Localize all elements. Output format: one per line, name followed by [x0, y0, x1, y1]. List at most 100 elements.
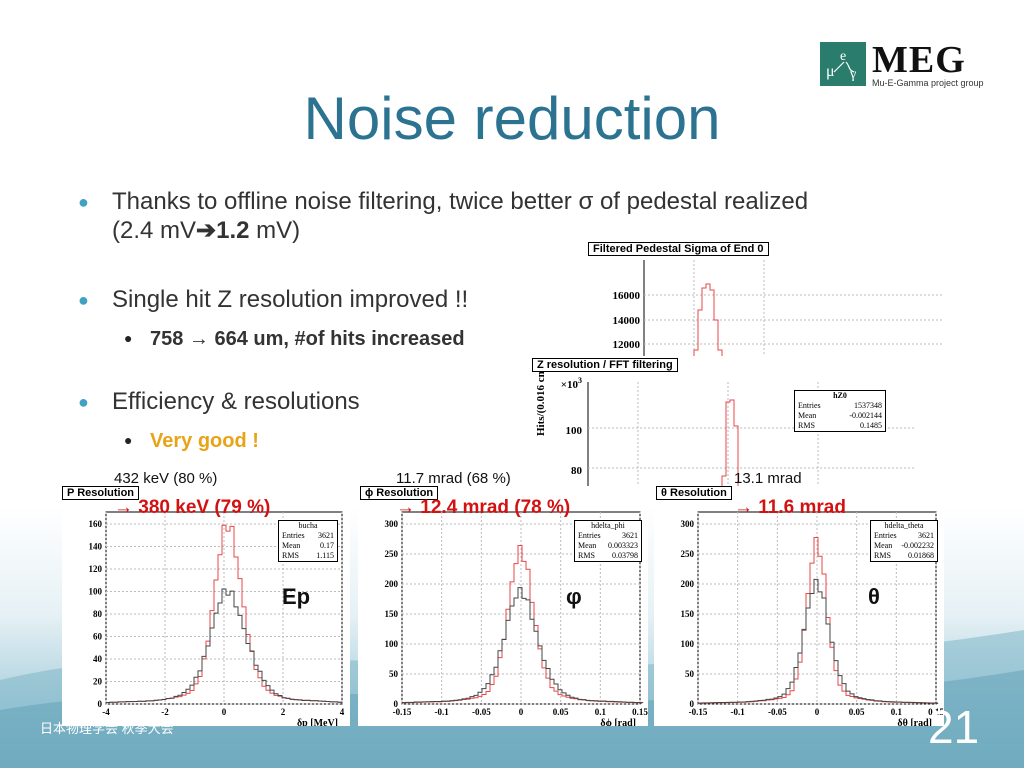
p-ytick: 100 [89, 587, 103, 597]
phi-xtick: 0.1 [595, 707, 607, 717]
stats-row: Mean 0.003323 [578, 541, 638, 550]
p-ytick: 140 [89, 542, 103, 552]
phi-ytick: 0 [394, 699, 399, 709]
phi-ytick: 300 [385, 519, 399, 529]
slide-title: Noise reduction [303, 85, 721, 152]
stats-row: Entries 1537348 [798, 401, 882, 410]
phi-ytick: 50 [389, 669, 399, 679]
theta-label-after: → 11.6 mrad [734, 497, 846, 518]
p-label-after: → 380 keV (79 %) [114, 497, 271, 518]
phi-ytick: 150 [385, 609, 399, 619]
stats-name: hZ0 [833, 391, 847, 400]
logo-glyph-gamma: γ [849, 67, 856, 82]
meg-logo: μ e γ MEG Mu-E-Gamma project group [820, 39, 984, 88]
stats-row: Entries 3621 [282, 531, 334, 540]
p-resolution-title: P Resolution [62, 486, 140, 500]
theta-xtick: -0.15 [689, 707, 708, 717]
sub-bullet-very-good: ● Very good ! [124, 430, 259, 452]
bullet-text: Single hit Z resolution improved !! [112, 286, 469, 313]
page-number: 21 [928, 701, 980, 753]
sub-bullet-hits: ● 758 → 664 um, #of hits increased [124, 328, 465, 350]
p-ytick: 160 [89, 519, 103, 529]
theta-xtick: 0.15 [928, 707, 944, 717]
z-histogram [721, 399, 739, 486]
p-ytick: 20 [93, 677, 103, 687]
p-label-before: 432 keV (80 %) [114, 470, 218, 487]
z-resolution-plot: ×103 100 80 Hits/(0.016 cm) [522, 356, 916, 486]
bullet-text: Thanks to offline noise filtering, twice… [112, 188, 809, 215]
bullet-text: Efficiency & resolutions [112, 388, 360, 415]
p-ytick: 80 [93, 609, 103, 619]
theta-ytick: 150 [681, 609, 695, 619]
stats-row: Mean -0.002232 [874, 541, 934, 550]
stats-name: hdelta_theta [884, 521, 924, 530]
theta-hist-filtered [697, 537, 939, 705]
p-xlabel: δp [MeV] [297, 718, 338, 726]
theta-resolution-title: θ Resolution [656, 486, 732, 500]
z-ytick: 80 [571, 465, 583, 477]
theta-xtick: 0 [815, 707, 820, 717]
p-stats-box: bucha Entries 3621 Mean 0.17 RMS 1.115 [278, 520, 338, 562]
sub-bullet-dot-icon: ● [124, 432, 133, 448]
p-xtick: -4 [102, 707, 110, 717]
theta-ytick: 100 [681, 639, 695, 649]
phi-xtick: -0.1 [435, 707, 450, 717]
pedestal-ytick: 16000 [613, 290, 641, 302]
z-exponent: ×103 [561, 376, 582, 391]
phi-xtick: 0.15 [632, 707, 648, 717]
logo-emblem: μ e γ [820, 42, 866, 86]
stats-row: Entries 3621 [578, 531, 638, 540]
z-stats-box: hZ0 Entries 1537348 Mean -0.002144 RMS 0.14… [794, 390, 886, 432]
z-ylabel: Hits/(0.016 cm) [535, 364, 547, 436]
phi-hist-filtered [401, 545, 644, 705]
logo-glyph-mu: μ [826, 63, 835, 80]
phi-ytick: 100 [385, 639, 399, 649]
logo-glyph-e: e [840, 49, 846, 64]
p-xtick: -2 [161, 707, 169, 717]
stats-name: bucha [298, 521, 318, 530]
bullet-dot-icon: ● [78, 192, 89, 212]
footer-text: 日本物理学会 秋季大会 [40, 721, 174, 736]
bullet-dot-icon: ● [78, 392, 89, 412]
p-xtick: 4 [340, 707, 345, 717]
p-symbol: Ep [282, 584, 311, 609]
p-ytick: 60 [93, 632, 103, 642]
theta-xlabel: δθ [rad] [897, 718, 932, 726]
theta-label-before: 13.1 mrad [734, 470, 802, 487]
pedestal-ytick: 12000 [613, 339, 641, 351]
phi-symbol: φ [566, 584, 582, 609]
theta-ytick: 200 [681, 579, 695, 589]
stats-row: Mean 0.17 [282, 541, 334, 550]
logo-text: MEG [872, 39, 966, 81]
phi-label-after: → 12.4 mrad (78 %) [396, 497, 571, 518]
stats-row: RMS 1.115 [282, 551, 334, 560]
theta-symbol: θ [868, 584, 880, 609]
phi-stats-box: hdelta_phi Entries 3621 Mean 0.003323 RMS 0… [574, 520, 642, 562]
z-ytick: 100 [566, 425, 583, 437]
logo-subtitle: Mu-E-Gamma project group [872, 78, 984, 88]
bullet-z-resolution: ● Single hit Z resolution improved !! [78, 286, 469, 314]
bullet-dot-icon: ● [78, 290, 89, 310]
pedestal-plot-title: Filtered Pedestal Sigma of End 0 [588, 242, 769, 256]
theta-ytick: 300 [681, 519, 695, 529]
theta-ytick: 50 [685, 669, 695, 679]
stats-row: Entries 3621 [874, 531, 934, 540]
phi-label-before: 11.7 mrad (68 %) [396, 470, 511, 487]
theta-xtick: -0.1 [731, 707, 746, 717]
p-ytick: 0 [98, 699, 103, 709]
phi-xlabel: δϕ [rad] [600, 718, 636, 726]
bullet-text-line2: (2.4 mV➔1.2 mV) [112, 217, 301, 244]
p-hist-original [105, 588, 343, 704]
theta-xtick: 0.1 [891, 707, 903, 717]
z-resolution-plot-title: Z resolution / FFT filtering [532, 358, 678, 372]
phi-xtick: -0.05 [472, 707, 491, 717]
stats-name: hdelta_phi [591, 521, 625, 530]
phi-ytick: 250 [385, 549, 399, 559]
p-ytick: 40 [93, 654, 103, 664]
stats-row: RMS 0.01868 [874, 551, 934, 560]
phi-xtick: 0.05 [553, 707, 569, 717]
bullet-efficiency: ● Efficiency & resolutions [78, 388, 360, 416]
theta-ytick: 250 [681, 549, 695, 559]
theta-hist-original [697, 578, 939, 705]
phi-resolution-title: ϕ Resolution [360, 486, 439, 500]
